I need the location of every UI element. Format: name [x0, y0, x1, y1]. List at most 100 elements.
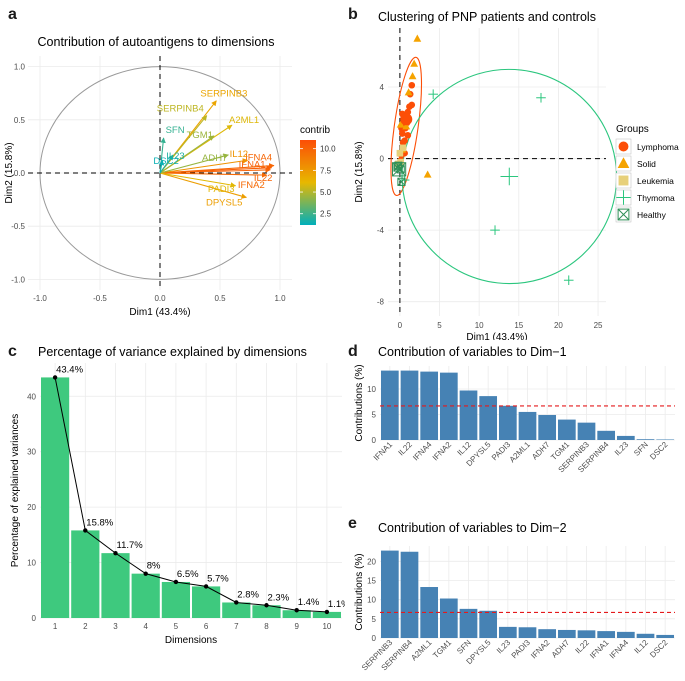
bar-ifna2 [439, 372, 458, 440]
legend-title: Groups [616, 124, 649, 135]
bar-adh7 [557, 629, 576, 638]
x-tick-label: 20 [554, 321, 563, 330]
x-tick-label-ifna4: IFNA4 [411, 440, 434, 463]
bar-dpysl5 [479, 610, 498, 638]
panel-label-c: c [8, 343, 17, 360]
arrow-adh7 [159, 153, 229, 174]
bar-sfn [636, 439, 655, 440]
x-tick-label-il23: IL23 [613, 440, 631, 458]
chart-title: Clustering of PNP patients and controls [378, 10, 596, 24]
box-outline [394, 161, 403, 170]
legend-tick-label: 7.5 [320, 166, 332, 175]
scree-point [234, 600, 239, 605]
legend-tick-label: 10.0 [320, 145, 336, 154]
arrow-label-padi3: PADI3 [208, 184, 235, 195]
bar-ifna1 [380, 370, 399, 440]
legend-key-solid [617, 157, 630, 168]
centroid-thymoma [500, 167, 519, 186]
x-tick-label: 2 [83, 622, 88, 631]
box-outline [617, 208, 630, 221]
y-tick-label: 4 [380, 83, 385, 92]
point-leukemia [396, 149, 404, 157]
y-tick-label: 0 [372, 436, 377, 445]
box-outline [397, 177, 406, 186]
point-lymphoma [408, 81, 416, 89]
x-tick-label: 8 [264, 622, 269, 631]
arrow-label-dpysl5: DPYSL5 [206, 197, 242, 208]
chart-contrib-dim1-d: Contribution of variables to Dim−1 0 5 10 IF… [354, 345, 675, 474]
point-lymphoma [404, 132, 412, 139]
legend-label-solid: Solid [637, 159, 656, 169]
value-label: 6.5% [177, 569, 199, 580]
bar-dim-4 [131, 573, 160, 618]
y-tick-label: 5 [372, 615, 377, 624]
x-tick-label-a2ml1: A2ML1 [409, 638, 434, 663]
x-tick-label-ifna4: IFNA4 [608, 638, 631, 661]
bar-dim-10 [312, 611, 341, 618]
chart-cluster-b: Clustering of PNP patients and controls 0… [354, 10, 679, 340]
scree-line [54, 377, 327, 613]
point-lymphoma [399, 139, 407, 146]
centroid-healthy [391, 162, 407, 177]
arrow-label-ifna2: IFNA2 [238, 180, 265, 191]
legend-label-healthy: Healthy [637, 210, 667, 220]
panel-label-e: e [348, 515, 357, 532]
chart-biplot-a: Contribution of autoantigens to dimensio… [4, 35, 336, 318]
legend-title: contrib [300, 125, 330, 136]
bar-il23 [616, 435, 635, 440]
y-tick-label: -4 [377, 226, 385, 235]
chart-scree-c: Percentage of variance explained by dime… [10, 345, 345, 646]
scree-point [83, 528, 88, 533]
y-tick-label: -0.5 [11, 222, 25, 231]
y-axis-title: Dim2 (15.8%) [4, 142, 15, 203]
x-tick-label: 1.0 [274, 294, 286, 303]
arrow-padi3 [159, 172, 237, 188]
y-tick-label: 15 [367, 577, 376, 586]
x-tick-label-dsc2: DSC2 [648, 638, 670, 660]
chart-contrib-dim2-e: Contribution of variables to Dim−2 0 5 10 15… [354, 521, 675, 672]
legend-label-thymoma: Thymoma [637, 193, 675, 203]
y-tick-label: -1.0 [11, 275, 25, 284]
bar-ifna2 [538, 629, 557, 638]
x-tick-label-ifna2: IFNA2 [431, 440, 454, 463]
y-tick-label: 0 [32, 614, 37, 623]
bar-dim-7 [222, 602, 251, 618]
x-tick-label: 10 [322, 622, 331, 631]
legend-tick-label: 5.0 [320, 188, 332, 197]
x-axis-title: Dimensions [165, 635, 217, 646]
x-tick-label: 15 [514, 321, 523, 330]
arrow-il22 [159, 167, 271, 174]
y-tick-label: 10 [367, 385, 376, 394]
value-label: 1.1% [328, 599, 345, 610]
bar-tgm1 [439, 598, 458, 638]
point-solid [413, 34, 422, 42]
arrow-label-a2ml1: A2ML1 [229, 115, 259, 126]
arrow-dsc2 [158, 159, 165, 174]
arrow-tgm1 [159, 135, 215, 174]
value-label: 1.4% [298, 597, 320, 608]
centroid-lymphoma [400, 113, 413, 126]
bar-il12 [459, 390, 478, 440]
ellipse-thymoma [401, 68, 618, 285]
bar-dim-2 [71, 530, 100, 618]
panel-label-a: a [8, 6, 17, 23]
arrow-label-sfn: SFN [166, 125, 185, 136]
arrow-serpinb4 [159, 115, 208, 174]
box-cross [394, 161, 403, 170]
y-axis-title: Percentage of explained variances [10, 414, 21, 567]
x-tick-label: 0 [398, 321, 403, 330]
point-solid [408, 72, 417, 80]
scree-point [294, 608, 299, 613]
point-solid [410, 59, 419, 67]
arrow-label-il23: IL23 [166, 151, 185, 162]
y-tick-label: -8 [377, 298, 385, 307]
chart-title: Contribution of variables to Dim−2 [378, 521, 567, 535]
box-cross [392, 162, 407, 177]
arrow-label-serpinb3: SERPINB3 [200, 89, 247, 100]
x-tick-label: 5 [437, 321, 442, 330]
legend-tick-label: 2.5 [320, 210, 332, 219]
value-label: 43.4% [56, 364, 83, 375]
scree-point [203, 584, 209, 589]
bar-serpinb4 [597, 430, 616, 440]
chart-title: Percentage of variance explained by dime… [38, 345, 307, 359]
